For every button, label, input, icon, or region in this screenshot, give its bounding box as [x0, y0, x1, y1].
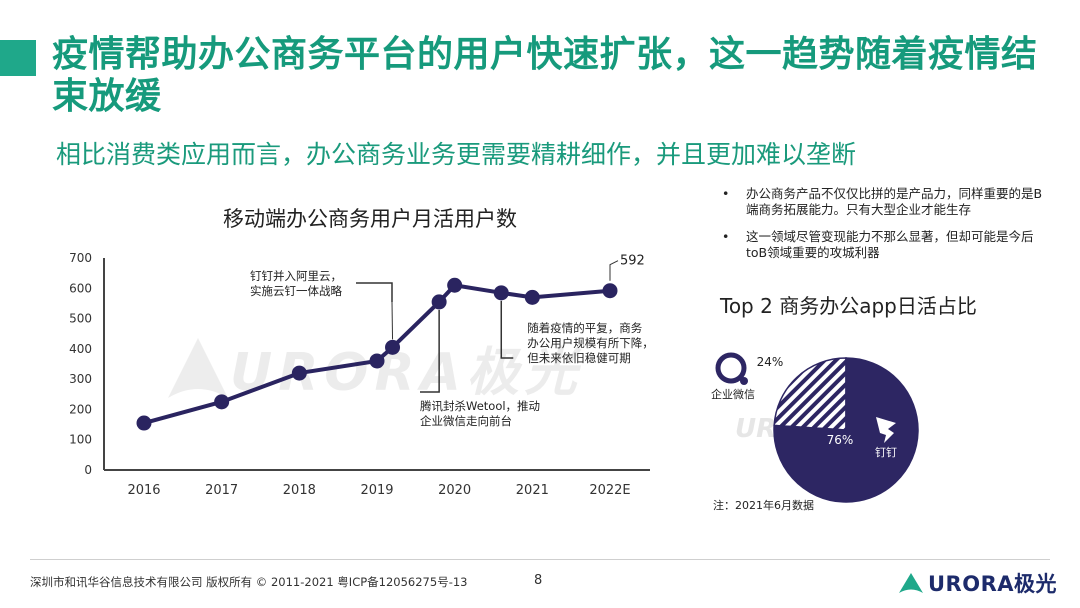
pie-label-dingtalk: 钉钉 — [875, 446, 897, 459]
data-point — [369, 353, 385, 369]
data-note: 注：2021年6月数据 — [713, 499, 814, 512]
page-number: 8 — [534, 573, 543, 588]
bullet-marker: • — [722, 229, 730, 244]
annotation-recovery: 随着疫情的平复，商务 — [527, 321, 642, 335]
y-tick-label: 700 — [69, 251, 92, 265]
data-point — [385, 339, 401, 355]
y-tick-label: 0 — [84, 463, 92, 477]
watermark-logo-icon — [168, 338, 228, 398]
x-tick-label: 2019 — [360, 483, 393, 498]
title-accent-bar — [0, 40, 36, 76]
annotation-leader — [420, 309, 440, 393]
y-tick-label: 400 — [69, 342, 92, 356]
footer-copyright: 深圳市和讯华谷信息技术有限公司 版权所有 © 2011-2021 粤ICP备12… — [30, 575, 468, 589]
data-point — [136, 415, 152, 431]
footer-divider — [30, 559, 1050, 560]
end-value-label: 592 — [620, 254, 645, 269]
pie-slice-wecom — [773, 357, 847, 431]
line-series — [143, 283, 611, 425]
x-tick-label: 2016 — [127, 483, 160, 498]
x-tick-label: 2017 — [205, 483, 238, 498]
bullet-marker: • — [722, 186, 730, 201]
data-point — [524, 289, 540, 305]
dingtalk-icon — [876, 417, 896, 443]
data-point — [447, 277, 463, 293]
data-point — [214, 394, 230, 410]
x-tick-label: 2018 — [283, 483, 316, 498]
annotation-leader — [356, 282, 393, 302]
pie-chart-title: Top 2 商务办公app日活占比 — [720, 294, 977, 318]
watermark-text: URORA极光 — [230, 343, 583, 403]
y-tick-label: 500 — [69, 312, 92, 326]
annotation-tencent: 企业微信走向前台 — [420, 414, 512, 428]
aurora-logo-icon — [899, 573, 923, 593]
data-point — [602, 283, 618, 299]
pie-label-wecom: 企业微信 — [711, 387, 755, 401]
wecom-icon — [715, 352, 748, 385]
annotation-dingtalk: 钉钉并入阿里云， — [250, 269, 342, 283]
line-chart: 0 100 200 300 400 500 600 700 2016 2017 2018 2019 2… — [69, 251, 654, 498]
bullet-item: • 办公商务产品不仅仅比拼的是产品力，同样重要的是B端商务拓展能力。只有大型企业… — [722, 186, 1052, 218]
data-point — [431, 294, 447, 310]
x-tick-label: 2022E — [589, 483, 630, 498]
footer-logo-text: URORA极光 — [928, 572, 1057, 596]
bullet-text: 这一领域尽管变现能力不那么显著，但却可能是今后toB领域重要的攻城利器 — [746, 229, 1034, 260]
y-tick-label: 300 — [69, 372, 92, 386]
data-point — [493, 285, 509, 301]
annotation-dingtalk: 实施云钉一体战略 — [250, 284, 342, 298]
annotation-recovery: 办公用户规模有所下降， — [527, 336, 654, 350]
footer-logo: URORA极光 — [898, 568, 1057, 598]
bullet-item: • 这一领域尽管变现能力不那么显著，但却可能是今后toB领域重要的攻城利器 — [722, 229, 1052, 261]
x-tick-label: 2021 — [516, 483, 549, 498]
y-tick-label: 600 — [69, 281, 92, 295]
page-title: 疫情帮助办公商务平台的用户快速扩张，这一趋势随着疫情结束放缓 — [52, 34, 1038, 117]
data-point — [291, 365, 307, 381]
bullet-list: • 办公商务产品不仅仅比拼的是产品力，同样重要的是B端商务拓展能力。只有大型企业… — [722, 186, 1052, 272]
pie-value-wecom: 24% — [757, 355, 784, 369]
annotation-tencent: 腾讯封杀Wetool，推动 — [420, 399, 540, 413]
x-tick-label: 2020 — [438, 483, 471, 498]
page-subtitle: 相比消费类应用而言，办公商务业务更需要精耕细作，并且更加难以垄断 — [56, 140, 857, 169]
pie-slice-dingtalk — [773, 357, 919, 503]
pie-chart: 企业微信 24% 76% 钉钉 — [711, 352, 919, 503]
end-label-leader — [609, 260, 619, 281]
annotation-recovery: 但未来依旧稳健可期 — [527, 351, 631, 365]
pie-value-dingtalk: 76% — [827, 433, 854, 447]
annotation-connector — [391, 301, 394, 340]
y-tick-label: 100 — [69, 433, 92, 447]
annotation-leader — [500, 300, 514, 359]
y-tick-label: 200 — [69, 402, 92, 416]
bullet-text: 办公商务产品不仅仅比拼的是产品力，同样重要的是B端商务拓展能力。只有大型企业才能… — [746, 186, 1043, 217]
line-chart-title: 移动端办公商务用户月活用户数 — [223, 207, 517, 231]
